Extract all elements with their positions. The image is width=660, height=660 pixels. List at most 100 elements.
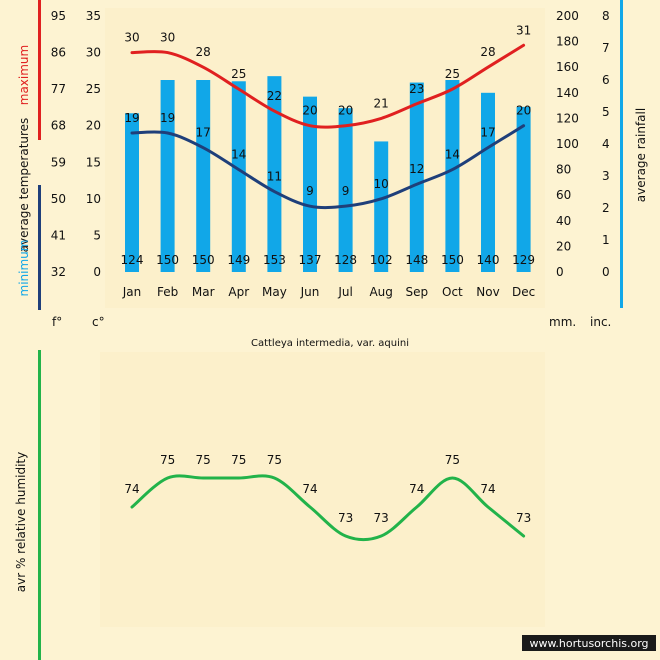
rainfall-label-Apr: 149: [227, 253, 250, 267]
inches-tick-0: 0: [602, 265, 610, 279]
celsius-tick-5: 5: [93, 228, 101, 242]
average-rainfall-label: average rainfall: [634, 108, 648, 202]
humidity-label-Sep: 74: [409, 482, 424, 496]
maximum-label: maximum: [17, 45, 31, 105]
rainfall-label-Jun: 137: [299, 253, 322, 267]
rainfall-label-Jan: 124: [121, 253, 144, 267]
maximum-label-Oct: 25: [445, 67, 460, 81]
rainfall-bars: [125, 76, 531, 272]
minimum-label-Aug: 10: [374, 177, 389, 191]
minimum-label-Mar: 17: [196, 126, 211, 140]
inches-tick-4: 4: [602, 137, 610, 151]
month-label-Oct: Oct: [442, 285, 463, 299]
fahrenheit-tick-41: 41: [51, 228, 66, 242]
mm-tick-160: 160: [556, 60, 579, 74]
maximum-label-Feb: 30: [160, 31, 175, 45]
month-label-Jun: Jun: [300, 285, 320, 299]
minimum-label: minimum: [17, 240, 31, 297]
month-label-Feb: Feb: [157, 285, 178, 299]
celsius-tick-10: 10: [86, 192, 101, 206]
celsius-tick-35: 35: [86, 9, 101, 23]
fahrenheit-tick-50: 50: [51, 192, 66, 206]
rainfall-bar-May: [267, 76, 282, 272]
mm-tick-40: 40: [556, 214, 571, 228]
humidity-label-May: 75: [267, 453, 282, 467]
inches-tick-7: 7: [602, 41, 610, 55]
maximum-label-Apr: 25: [231, 67, 246, 81]
rainfall-bar-Apr: [231, 81, 246, 272]
mm-tick-0: 0: [556, 265, 564, 279]
inches-tick-5: 5: [602, 105, 610, 119]
minimum-label-Sep: 12: [409, 162, 424, 176]
inches-tick-8: 8: [602, 9, 610, 23]
humidity-value-labels: 74 75 75 75 75 74 73 73 74 75 74 73: [124, 453, 531, 525]
maximum-label-Jul: 20: [338, 104, 353, 118]
rainfall-bar-Sep: [409, 82, 424, 272]
minimum-axis-bar: [38, 185, 41, 310]
rainfall-axis-bar: [620, 0, 623, 308]
fahrenheit-tick-68: 68: [51, 119, 66, 133]
maximum-temperature-line: [130, 43, 526, 129]
chart-subtitle: Cattleya intermedia, var. aquini: [251, 338, 409, 349]
humidity-label-Dec: 73: [516, 511, 531, 525]
rainfall-bar-Jul: [338, 108, 353, 272]
average-temperatures-label: average temperatures: [17, 118, 31, 253]
fahrenheit-tick-95: 95: [51, 9, 66, 23]
maximum-label-May: 22: [267, 89, 282, 103]
rainfall-label-Mar: 150: [192, 253, 215, 267]
minimum-label-Nov: 17: [480, 126, 495, 140]
celsius-tick-15: 15: [86, 155, 101, 169]
maximum-label-Dec: 31: [516, 23, 531, 37]
maximum-axis-bar: [38, 0, 41, 140]
month-label-Nov: Nov: [476, 285, 499, 299]
rainfall-bar-Nov: [481, 92, 495, 272]
inches-tick-3: 3: [602, 169, 610, 183]
month-label-Dec: Dec: [512, 285, 535, 299]
month-axis: Jan Feb Mar Apr May Jun Jul Aug Sep Oct Nov Dec: [122, 285, 535, 299]
inches-tick-6: 6: [602, 73, 610, 87]
maximum-label-Jun: 20: [302, 104, 317, 118]
maximum-label-Sep: 23: [409, 82, 424, 96]
celsius-tick-25: 25: [86, 82, 101, 96]
month-label-Apr: Apr: [228, 285, 249, 299]
watermark-text: www.hortusorchis.org: [529, 637, 648, 650]
rainfall-label-Jul: 128: [334, 253, 357, 267]
inches-axis: 8 7 6 5 4 3 2 1 0: [602, 9, 610, 279]
maximum-value-labels: 30 30 28 25 22 20 20 21 23 25 28 31: [124, 23, 531, 117]
rainfall-bar-Feb: [160, 80, 175, 272]
minimum-label-Apr: 14: [231, 148, 246, 162]
celsius-tick-0: 0: [93, 265, 101, 279]
celsius-axis: 35 30 25 20 15 10 5 0: [86, 9, 101, 279]
humidity-label-Mar: 75: [196, 453, 211, 467]
month-label-Mar: Mar: [192, 285, 215, 299]
fahrenheit-tick-32: 32: [51, 265, 66, 279]
minimum-label-Jun: 9: [306, 184, 314, 198]
rainfall-value-labels: 124 150 150 149 153 137 128 102 148 150 140 129: [121, 253, 536, 267]
maximum-label-Jan: 30: [124, 31, 139, 45]
rainfall-bar-Jun: [303, 96, 317, 272]
maximum-label-Mar: 28: [196, 45, 211, 59]
mm-tick-100: 100: [556, 137, 579, 151]
fahrenheit-tick-59: 59: [51, 155, 66, 169]
rainfall-label-Dec: 129: [512, 253, 535, 267]
minimum-temperature-line: [130, 124, 526, 210]
rainfall-label-Sep: 148: [405, 253, 428, 267]
rainfall-bar-Dec: [516, 106, 531, 272]
rainfall-label-Feb: 150: [156, 253, 179, 267]
mm-tick-200: 200: [556, 9, 579, 23]
humidity-axis-bar: [38, 350, 41, 660]
month-label-Sep: Sep: [405, 285, 428, 299]
fahrenheit-tick-77: 77: [51, 82, 66, 96]
mm-tick-20: 20: [556, 239, 571, 253]
unit-mm: mm.: [549, 315, 576, 329]
minimum-label-Oct: 14: [445, 148, 460, 162]
humidity-label-Oct: 75: [445, 453, 460, 467]
minimum-label-Jul: 9: [342, 184, 350, 198]
minimum-value-labels: 19 19 17 14 11 9 9 10 12 14 17 20: [124, 104, 531, 198]
rainfall-label-Oct: 150: [441, 253, 464, 267]
minimum-label-Jan: 19: [124, 111, 139, 125]
minimum-label-Dec: 20: [516, 104, 531, 118]
humidity-label-Jul: 73: [338, 511, 353, 525]
humidity-axis-label: avr % relative humidity: [14, 452, 28, 593]
fahrenheit-tick-86: 86: [51, 46, 66, 60]
